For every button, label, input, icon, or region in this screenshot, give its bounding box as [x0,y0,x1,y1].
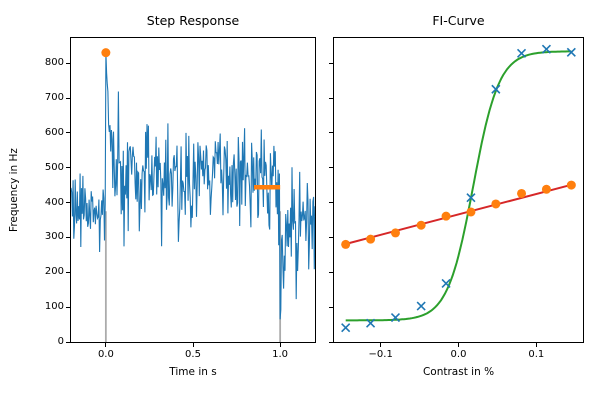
onset-rate-marker [566,47,576,57]
steady-rate-marker [541,184,551,194]
y-tick [329,236,333,238]
left-plot-xlabel: Time in s [169,366,217,378]
steady-rate-marker [517,188,527,198]
y-tick [66,271,70,273]
x-marker-stroke [466,193,476,203]
y-tick-label: 400 [44,196,64,208]
x-marker-stroke [390,313,401,323]
y-tick-label: 500 [44,161,64,173]
x-marker-stroke [441,278,451,288]
y-tick [66,62,70,64]
y-tick [329,341,333,343]
x-tick-label: 0.1 [528,349,545,360]
fi-curve-plot [341,44,576,333]
y-tick-label: 700 [44,92,64,103]
step-response-axes [70,37,316,343]
firing-rate-trace [71,52,315,320]
x-tick [380,343,382,347]
x-tick-label: 1.0 [272,349,289,360]
steady-rate-marker [441,211,451,221]
onset-rate-marker [441,278,451,288]
steady-rate-marker [491,199,501,209]
y-tick [66,306,70,308]
linear-fit-line [345,183,572,245]
right-plot-title: FI-Curve [432,13,485,28]
x-marker-stroke [416,301,426,311]
y-tick-label: 100 [44,301,64,313]
x-tick [105,343,107,347]
step-response-plot [71,48,315,342]
y-tick [329,62,333,64]
onset-rate-marker [341,323,351,333]
x-marker-stroke [366,318,376,328]
onset-rate-marker [491,84,501,94]
y-tick-label: 800 [44,57,64,69]
y-tick [329,306,333,308]
left-plot-title: Step Response [146,13,240,28]
y-tick [66,202,70,204]
steady-rate-marker [566,180,576,190]
x-tick [192,343,194,347]
x-tick-label: 0.5 [185,349,201,360]
onset-rate-marker [466,193,476,203]
x-tick-label: −0.1 [368,349,393,360]
y-tick [66,167,70,169]
steady-rate-marker [390,228,400,238]
y-tick [329,167,333,169]
onset-rate-marker [390,313,401,323]
y-tick-label: 0 [57,336,64,347]
x-marker-stroke [341,323,351,333]
onset-rate-marker [541,44,551,54]
x-tick [535,343,537,347]
steady-rate-marker [466,207,476,217]
x-marker-stroke [491,84,501,94]
y-tick [66,236,70,238]
y-tick [329,271,333,273]
steady-rate-marker [341,239,351,249]
right-plot-xlabel: Contrast in % [422,366,495,378]
x-marker-stroke [566,47,576,57]
y-tick [329,132,333,134]
onset-rate-marker [516,48,527,58]
x-tick-label: 0.0 [97,349,114,360]
peak-marker-dot [101,48,111,58]
y-tick [329,97,333,99]
x-marker-stroke [541,44,551,54]
y-tick [66,132,70,134]
x-marker-stroke [516,48,527,58]
x-tick-label: 0.0 [450,349,467,360]
steady-rate-marker [416,220,426,230]
y-tick-label: 200 [44,266,64,278]
x-tick [458,343,459,347]
y-tick [329,202,333,204]
y-tick-label: 600 [44,126,64,138]
y-tick [66,341,70,343]
steady-rate-marker [366,234,376,244]
y-tick-label: 300 [44,231,64,243]
y-tick [66,97,70,99]
onset-rate-marker [366,318,376,328]
sigmoid-fit-curve [345,50,572,322]
left-plot-ylabel: Frequency in Hz [8,148,20,232]
x-tick [279,343,281,347]
onset-rate-marker [416,301,426,311]
fi-curve-axes [333,37,584,343]
